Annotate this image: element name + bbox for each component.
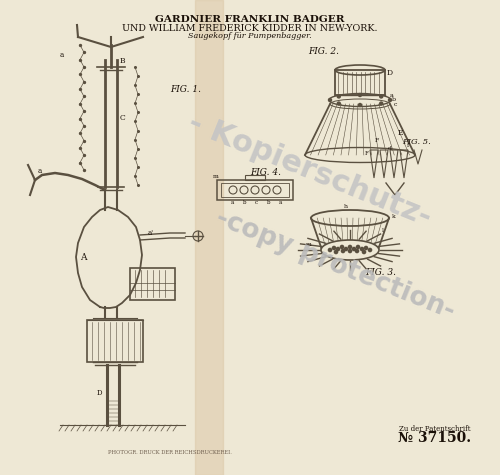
Text: a: a xyxy=(38,167,42,175)
Circle shape xyxy=(342,249,344,253)
Ellipse shape xyxy=(321,240,379,260)
Text: FIG. 2.: FIG. 2. xyxy=(308,47,339,56)
Bar xyxy=(130,268,175,300)
Text: Saugekopf für Pumpenbagger.: Saugekopf für Pumpenbagger. xyxy=(188,32,312,40)
Circle shape xyxy=(338,102,340,105)
Circle shape xyxy=(360,247,364,251)
Circle shape xyxy=(358,104,362,106)
Text: FIG. 1.: FIG. 1. xyxy=(170,85,201,94)
Text: b: b xyxy=(243,200,246,205)
Text: a: a xyxy=(390,93,394,98)
Circle shape xyxy=(380,102,382,105)
Text: - Kopierschutz-: - Kopierschutz- xyxy=(184,108,436,232)
Circle shape xyxy=(334,250,338,254)
Circle shape xyxy=(368,248,372,252)
Circle shape xyxy=(328,248,332,252)
Circle shape xyxy=(356,246,360,248)
Bar xyxy=(87,320,143,362)
Text: D: D xyxy=(387,69,393,77)
Text: E: E xyxy=(398,129,404,137)
Bar xyxy=(245,175,265,180)
Text: Zu der Patentschrift: Zu der Patentschrift xyxy=(399,425,471,433)
Text: D: D xyxy=(97,389,102,397)
Circle shape xyxy=(344,247,348,251)
Text: b: b xyxy=(392,97,396,102)
Text: B: B xyxy=(120,57,126,65)
Text: FIG. 3.: FIG. 3. xyxy=(365,268,396,277)
Text: a': a' xyxy=(148,229,154,237)
Circle shape xyxy=(364,247,368,249)
Text: k: k xyxy=(392,214,396,219)
Bar xyxy=(217,180,293,200)
Text: c: c xyxy=(394,102,398,107)
Circle shape xyxy=(358,94,362,96)
Circle shape xyxy=(380,95,382,98)
Circle shape xyxy=(332,247,336,249)
Circle shape xyxy=(348,249,352,253)
Text: FIG. 5.: FIG. 5. xyxy=(402,138,431,146)
Bar xyxy=(335,70,385,95)
Circle shape xyxy=(388,98,392,102)
Circle shape xyxy=(328,98,332,102)
Text: FIG. 4.: FIG. 4. xyxy=(250,168,281,177)
Text: m: m xyxy=(213,174,219,179)
Bar xyxy=(195,0,223,475)
Circle shape xyxy=(336,247,340,251)
Text: a: a xyxy=(231,200,234,205)
Text: l: l xyxy=(382,228,384,233)
Circle shape xyxy=(348,246,352,248)
Text: a: a xyxy=(279,200,282,205)
Circle shape xyxy=(352,247,356,251)
Bar xyxy=(221,183,289,197)
Text: C: C xyxy=(120,114,126,122)
Text: c: c xyxy=(255,200,258,205)
Circle shape xyxy=(340,246,344,248)
Text: A: A xyxy=(80,253,86,262)
Text: a: a xyxy=(60,51,64,59)
Text: -copy protection-: -copy protection- xyxy=(212,205,458,325)
Circle shape xyxy=(338,95,340,98)
Text: F: F xyxy=(365,151,369,156)
Text: b: b xyxy=(267,200,270,205)
Text: h: h xyxy=(344,204,348,209)
Text: PHOTOGR. DRUCK DER REICHSDRUCKEREI.: PHOTOGR. DRUCK DER REICHSDRUCKEREI. xyxy=(108,450,232,455)
Circle shape xyxy=(356,249,358,253)
Text: f: f xyxy=(407,143,409,148)
Text: GARDNIER FRANKLIN BADGER: GARDNIER FRANKLIN BADGER xyxy=(155,15,345,24)
Circle shape xyxy=(362,250,366,254)
Text: № 37150.: № 37150. xyxy=(398,431,471,445)
Text: UND WILLIAM FREDERICK KIDDER IN NEW-YORK.: UND WILLIAM FREDERICK KIDDER IN NEW-YORK… xyxy=(122,24,378,33)
Text: F: F xyxy=(375,138,380,143)
Text: d: d xyxy=(388,146,392,151)
Text: m: m xyxy=(306,242,312,247)
